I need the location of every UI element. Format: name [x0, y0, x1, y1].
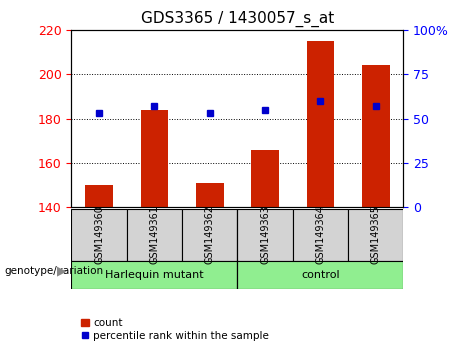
- Title: GDS3365 / 1430057_s_at: GDS3365 / 1430057_s_at: [141, 11, 334, 27]
- Bar: [141, 110, 168, 207]
- Bar: [71, 209, 127, 261]
- Bar: [71, 261, 237, 289]
- Text: GSM149363: GSM149363: [260, 205, 270, 264]
- Text: GSM149360: GSM149360: [94, 205, 104, 264]
- Bar: [237, 209, 293, 261]
- Bar: [85, 185, 113, 207]
- Bar: [307, 41, 334, 207]
- Legend: count, percentile rank within the sample: count, percentile rank within the sample: [77, 314, 273, 345]
- Text: GSM149365: GSM149365: [371, 205, 381, 264]
- Bar: [348, 209, 403, 261]
- Text: GSM149361: GSM149361: [149, 205, 160, 264]
- Text: genotype/variation: genotype/variation: [5, 266, 104, 276]
- Bar: [251, 149, 279, 207]
- Bar: [182, 209, 237, 261]
- Bar: [293, 209, 348, 261]
- Bar: [237, 261, 403, 289]
- Bar: [362, 65, 390, 207]
- Bar: [127, 209, 182, 261]
- Text: control: control: [301, 270, 340, 280]
- Text: ▶: ▶: [57, 264, 67, 277]
- Text: Harlequin mutant: Harlequin mutant: [105, 270, 204, 280]
- Text: GSM149362: GSM149362: [205, 205, 215, 264]
- Bar: [196, 183, 224, 207]
- Text: GSM149364: GSM149364: [315, 205, 325, 264]
